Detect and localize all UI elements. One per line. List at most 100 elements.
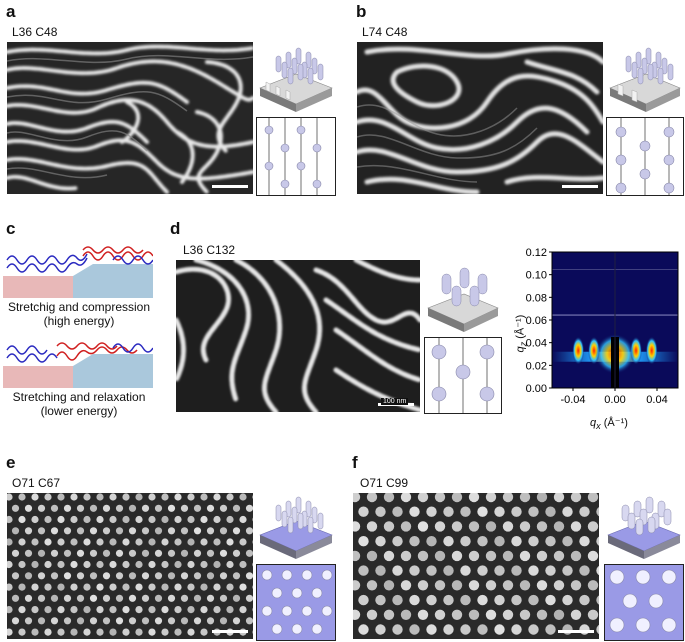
cylinder-dot — [375, 565, 386, 576]
cylinder-dot — [383, 521, 395, 532]
cylinder-dot — [193, 527, 202, 535]
cylinder-dot — [11, 549, 20, 557]
cylinder-dot — [70, 493, 78, 501]
cylinder-dot — [18, 515, 26, 524]
scale-bar-d-label: 100 nm — [381, 398, 409, 405]
cylinder-dot — [135, 515, 143, 524]
cylinder-dot — [83, 606, 91, 614]
cylinder-dot — [443, 506, 454, 517]
cylinder-dot — [553, 550, 565, 562]
cylinder-dot — [596, 536, 599, 546]
cylinder-dot — [226, 538, 234, 546]
cylinder-dot — [187, 606, 195, 614]
cylinder-dot — [206, 572, 215, 580]
cylinder-dot — [18, 493, 26, 501]
cylinder-dot — [109, 493, 117, 501]
cylinder-dot — [206, 527, 215, 535]
cylinder-dot — [187, 515, 195, 524]
scale-bar-e — [212, 630, 248, 633]
cylinder-dot — [187, 493, 195, 501]
cylinder-dot — [122, 628, 130, 636]
cylinder-dot — [37, 527, 46, 535]
cylinder-dot — [11, 527, 20, 535]
cylinder-dot — [154, 549, 163, 557]
cylinder-dot — [417, 550, 429, 562]
gisaxs-xlabel-sub: x — [596, 421, 601, 432]
cylinder-dot — [109, 583, 117, 591]
cylinder-dot — [122, 606, 130, 614]
cylinder-dot — [536, 550, 548, 562]
cylinder-dot — [383, 580, 395, 591]
cylinder-dot — [392, 594, 403, 606]
cylinder-dot — [219, 572, 228, 580]
cylinder-dot — [31, 515, 39, 524]
cylinder-dot — [519, 580, 531, 591]
panel-letter-b: b — [356, 2, 367, 21]
cylinder-dot — [485, 521, 497, 532]
cylinder-dot — [409, 536, 420, 547]
cylinder-dot — [57, 628, 65, 636]
cylinder-dot — [148, 560, 156, 569]
cylinder-dot — [383, 550, 395, 562]
cylinder-dot — [44, 515, 52, 524]
cylinder-dot — [434, 550, 446, 562]
cylinder-dot — [70, 606, 78, 614]
cylinder-dot — [468, 580, 480, 591]
cylinder-dot — [57, 493, 65, 501]
cylinder-dot — [122, 538, 130, 546]
cylinder-dot — [460, 565, 471, 576]
cylinder-dot — [122, 493, 130, 501]
cylinder-dot — [477, 536, 488, 547]
cylinder-dot — [174, 560, 182, 569]
cylinder-dot — [545, 506, 556, 517]
gisaxs-ylabel-unit: (Å⁻¹) — [514, 314, 527, 342]
cylinder-dot — [167, 527, 176, 535]
cylinder-dot — [200, 515, 208, 524]
cylinder-dot — [7, 493, 13, 501]
gisaxs-x-ticks: -0.04 0.00 0.04 — [560, 388, 668, 406]
cylinder-dot — [96, 493, 104, 501]
cylinder-dot — [353, 493, 361, 503]
cylinder-dot — [553, 493, 565, 503]
cylinder-dot — [141, 617, 150, 625]
cylinder-dot — [519, 521, 531, 532]
caption-top-line2: (high energy) — [43, 314, 115, 328]
cylinder-dot — [7, 628, 13, 636]
sample-label-b: L74 C48 — [362, 25, 408, 39]
sample-label-d: L36 C132 — [183, 243, 236, 257]
cylinder-dot — [154, 572, 163, 580]
cylinder-dot — [511, 536, 522, 547]
cylinder-dot — [7, 560, 13, 569]
cylinder-dot — [579, 594, 590, 606]
micrograph-a — [7, 42, 253, 194]
micrograph-f — [353, 493, 599, 639]
cylinder-dot — [18, 628, 26, 636]
cylinder-dot — [102, 572, 111, 580]
cylinder-dot — [545, 594, 556, 606]
cylinder-dot — [239, 538, 247, 546]
cylinder-dot — [193, 572, 202, 580]
cylinder-dot — [115, 572, 124, 580]
cylinder-dot — [511, 624, 522, 635]
cylinder-dot — [96, 583, 104, 591]
cylinder-dot — [562, 536, 573, 547]
hex-pattern-f — [353, 493, 599, 639]
caption-top-line1: Stretchig and compression — [7, 300, 151, 314]
cylinder-dot — [245, 527, 253, 535]
cylinder-dot — [37, 549, 46, 557]
schematic-3d-a — [256, 42, 336, 114]
cylinder-dot — [57, 538, 65, 546]
cylinder-dot — [44, 628, 52, 636]
cylinder-dot — [232, 572, 241, 580]
cylinder-dot — [24, 617, 33, 625]
cylinder-dot — [102, 504, 111, 512]
cylinder-dot — [239, 583, 247, 591]
cylinder-dot — [485, 550, 497, 562]
cylinder-dot — [83, 560, 91, 569]
cylinder-dot — [451, 521, 463, 532]
cylinder-dot — [213, 606, 221, 614]
cylinder-dot — [562, 565, 573, 576]
cylinder-dot — [353, 580, 361, 591]
cylinder-dot — [570, 493, 582, 503]
cylinder-dot — [7, 538, 13, 546]
